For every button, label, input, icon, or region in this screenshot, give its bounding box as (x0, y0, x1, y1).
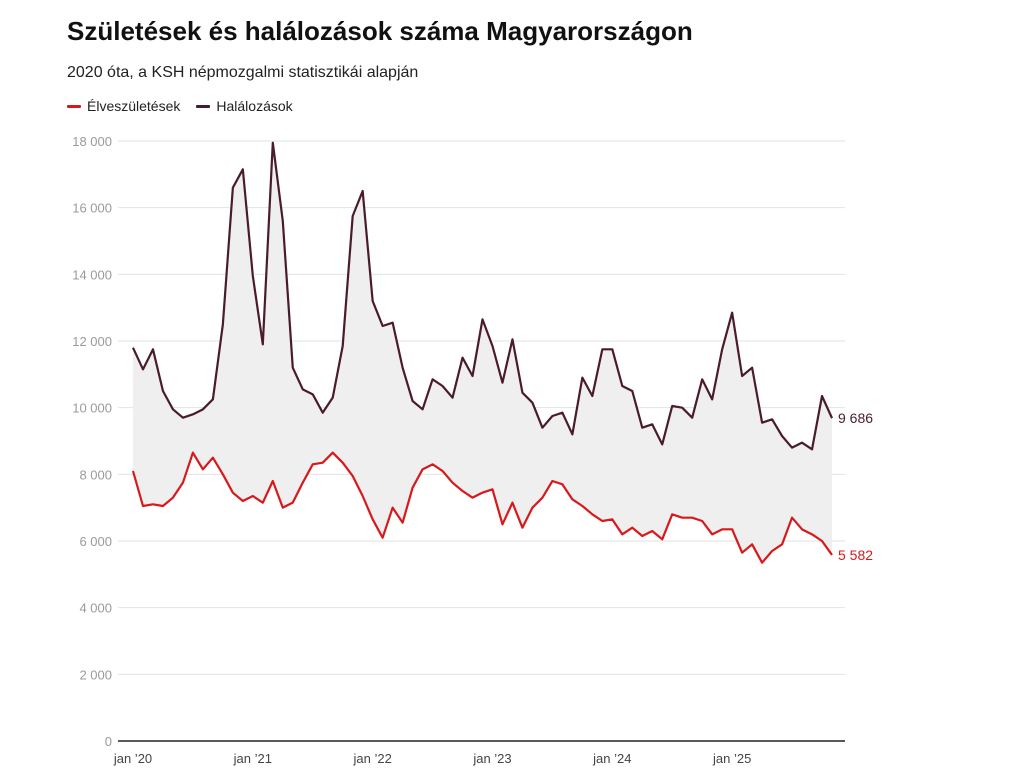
x-tick-label: jan ’22 (353, 751, 392, 766)
legend-swatch-deaths (196, 104, 211, 108)
legend: Élveszületések Halálozások (67, 98, 293, 114)
births-line[interactable] (131, 451, 833, 564)
y-tick-label: 16 000 (72, 201, 112, 216)
x-tick-label: jan ’25 (712, 751, 751, 766)
chart-title: Születések és halálozások száma Magyaror… (67, 16, 693, 46)
x-tick-label: jan ’20 (113, 751, 152, 766)
legend-label-births: Élveszületések (87, 98, 181, 114)
y-tick-label: 14 000 (72, 267, 112, 282)
y-tick-label: 12 000 (72, 334, 112, 349)
y-tick-label: 6 000 (79, 534, 112, 549)
x-tick-label: jan ’23 (472, 751, 511, 766)
x-tick-label: jan ’21 (233, 751, 272, 766)
legend-item-births[interactable]: Élveszületések (67, 98, 180, 114)
chart-subtitle: 2020 óta, a KSH népmozgalmi statisztikái… (67, 64, 419, 81)
gap-area (133, 142, 832, 563)
births-end-label: 5 582 (838, 547, 873, 563)
deaths-end-label: 9 686 (838, 410, 873, 426)
deaths-line[interactable] (132, 141, 834, 451)
y-tick-label: 18 000 (72, 134, 112, 149)
y-tick-label: 4 000 (79, 601, 112, 616)
legend-swatch-births (67, 104, 81, 108)
x-tick-label: jan ’24 (592, 751, 631, 766)
y-tick-label: 10 000 (72, 401, 112, 416)
legend-item-deaths[interactable]: Halálozások (196, 98, 293, 114)
y-tick-label: 0 (105, 734, 112, 749)
y-tick-label: 2 000 (79, 667, 112, 682)
y-tick-label: 8 000 (79, 467, 112, 482)
legend-label-deaths: Halálozások (216, 98, 293, 114)
